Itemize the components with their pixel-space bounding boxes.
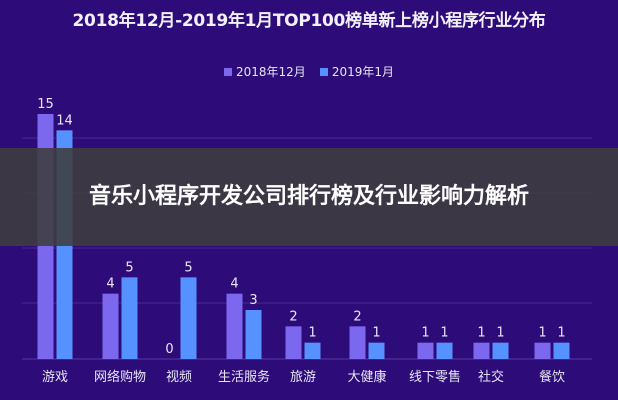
x-tick-label: 餐饮 xyxy=(539,369,565,385)
x-tick-label: 旅游 xyxy=(290,370,316,385)
data-label: 1 xyxy=(440,326,448,341)
bar xyxy=(226,293,243,359)
data-label: 1 xyxy=(496,326,504,341)
banner-title: 音乐小程序开发公司排行榜及行业影响力解析 xyxy=(88,184,529,209)
bar xyxy=(553,342,570,359)
legend-swatch xyxy=(224,67,232,76)
legend-item-2018-12[interactable]: 2018年12月 xyxy=(224,63,306,80)
bar xyxy=(121,277,138,359)
data-label: 15 xyxy=(37,97,54,112)
overlay-banner: 音乐小程序开发公司排行榜及行业影响力解析 xyxy=(0,148,618,246)
legend-label: 2019年1月 xyxy=(331,65,394,79)
data-label: 3 xyxy=(249,293,257,308)
x-tick-label: 社交 xyxy=(478,369,504,385)
bar xyxy=(245,310,262,359)
bar xyxy=(349,326,366,359)
legend-swatch xyxy=(319,67,328,76)
data-label: 1 xyxy=(372,326,380,341)
x-tick-label: 大健康 xyxy=(347,369,386,385)
data-label: 2 xyxy=(353,309,361,324)
bar xyxy=(304,342,321,359)
legend-label: 2018年12月 xyxy=(236,65,306,79)
data-label: 2 xyxy=(289,309,297,324)
bar xyxy=(102,293,119,359)
x-tick-label: 网络购物 xyxy=(94,369,146,385)
x-tick-label: 生活服务 xyxy=(218,369,270,385)
bar xyxy=(180,277,197,359)
bar xyxy=(473,342,490,359)
chart-title: 2018年12月-2019年1月TOP100榜单新上榜小程序行业分布 xyxy=(72,11,546,31)
bar xyxy=(285,326,302,359)
data-label: 1 xyxy=(308,326,316,341)
data-label: 4 xyxy=(230,277,238,292)
legend-item-2019-01[interactable]: 2019年1月 xyxy=(319,63,394,80)
legend: 2018年12月 2019年1月 xyxy=(0,63,618,80)
data-label: 14 xyxy=(56,113,73,128)
x-tick-label: 线下零售 xyxy=(409,369,461,385)
data-label: 1 xyxy=(538,326,546,341)
data-label: 0 xyxy=(165,342,173,357)
x-tick-label: 视频 xyxy=(166,370,192,385)
data-label: 4 xyxy=(106,277,114,292)
bar xyxy=(417,342,434,359)
data-label: 1 xyxy=(477,326,485,341)
x-tick-label: 游戏 xyxy=(42,370,68,385)
bar xyxy=(436,342,453,359)
bar xyxy=(368,342,385,359)
data-label: 1 xyxy=(421,326,429,341)
bar xyxy=(492,342,509,359)
data-label: 1 xyxy=(557,326,565,341)
bar xyxy=(534,342,551,359)
data-label: 5 xyxy=(184,260,192,275)
data-label: 5 xyxy=(125,260,133,275)
